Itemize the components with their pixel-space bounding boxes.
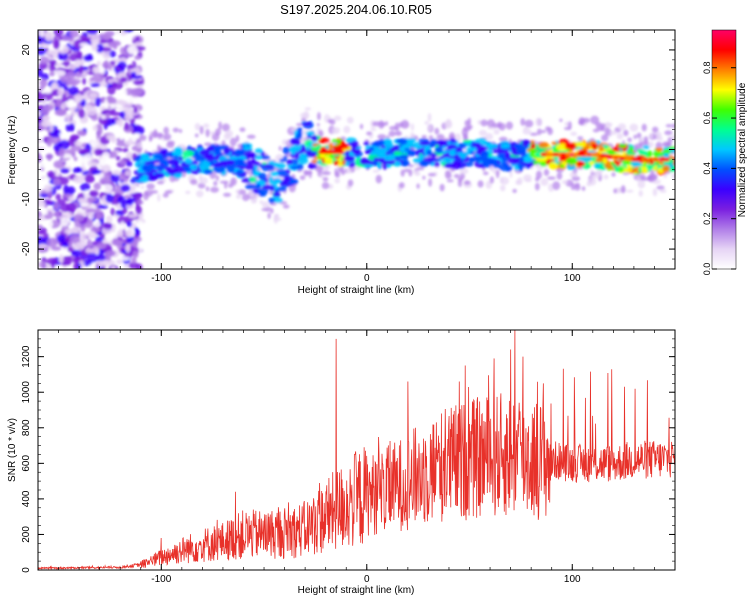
y-tick-label: 1000 bbox=[21, 381, 32, 404]
y-tick-label: -10 bbox=[21, 192, 32, 207]
spectrogram-heatmap bbox=[38, 30, 675, 269]
colorbar: 0.0 0.2 0.4 0.6 0.8 Normalized spectral ampl… bbox=[702, 29, 748, 275]
colorbar-label: Normalized spectral amplitude bbox=[737, 82, 748, 217]
x-tick-label: 100 bbox=[564, 273, 581, 284]
x-tick-label: 0 bbox=[364, 574, 370, 585]
snr-series-line bbox=[38, 330, 675, 570]
snr-frame bbox=[37, 329, 676, 571]
colorbar-tick-label: 0.8 bbox=[702, 61, 712, 74]
spectrogram-ylabel: Frequency (Hz) bbox=[7, 116, 18, 185]
snr-ylabel: SNR (10 * v/v) bbox=[7, 418, 18, 482]
y-tick-label: 0 bbox=[21, 567, 32, 573]
spectrogram-xlabel: Height of straight line (km) bbox=[298, 285, 415, 296]
colorbar-tick-label: 0.6 bbox=[702, 112, 712, 125]
colorbar-tick-label: 0.0 bbox=[702, 263, 712, 276]
snr-xlabel: Height of straight line (km) bbox=[298, 585, 415, 596]
figure-title: S197.2025.204.06.10.R05 bbox=[280, 2, 432, 17]
colorbar-gradient bbox=[712, 30, 736, 269]
x-tick-label: 0 bbox=[364, 273, 370, 284]
x-tick-label: 100 bbox=[564, 574, 581, 585]
y-tick-label: 10 bbox=[21, 94, 32, 106]
y-tick-label: 800 bbox=[21, 419, 32, 436]
colorbar-tick-label: 0.2 bbox=[702, 212, 712, 225]
y-tick-label: -20 bbox=[21, 241, 32, 256]
x-tick-label: -100 bbox=[151, 574, 171, 585]
x-tick-label: -100 bbox=[151, 273, 171, 284]
y-tick-label: 20 bbox=[21, 44, 32, 56]
y-tick-label: 600 bbox=[21, 455, 32, 472]
y-tick-label: 1200 bbox=[21, 345, 32, 368]
y-tick-label: 400 bbox=[21, 490, 32, 507]
y-tick-label: 200 bbox=[21, 526, 32, 543]
colorbar-tick-label: 0.4 bbox=[702, 162, 712, 175]
colorbar-ticks: 0.0 0.2 0.4 0.6 0.8 bbox=[702, 61, 736, 275]
y-tick-label: 0 bbox=[21, 146, 32, 152]
